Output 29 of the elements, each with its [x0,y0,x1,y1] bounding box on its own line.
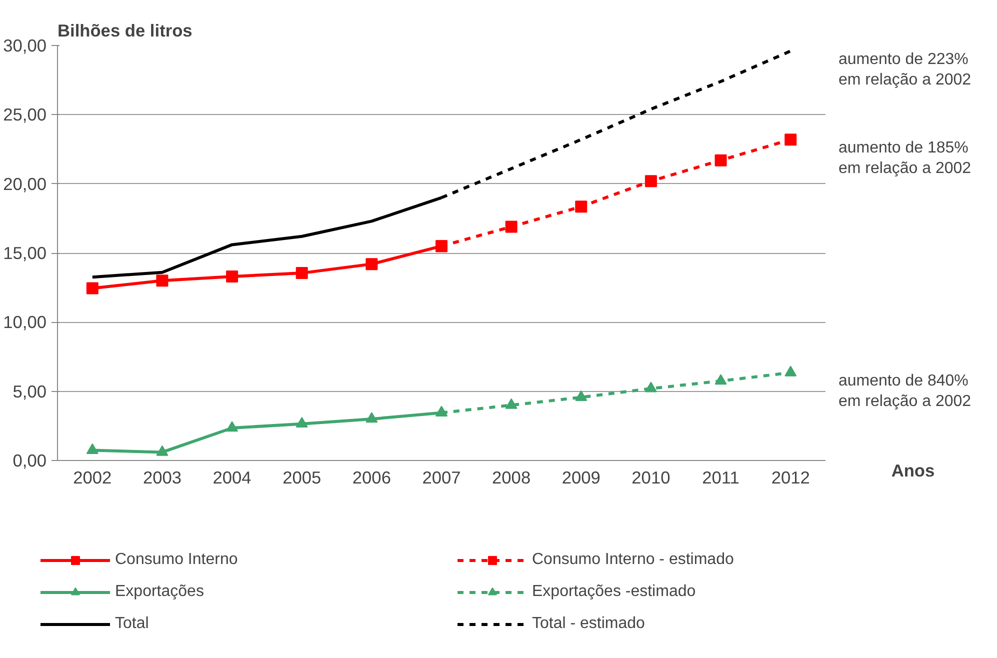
x-tick-label: 2007 [422,468,461,488]
y-tick-label: 15,00 [3,243,47,263]
legend-label: Exportações [115,583,205,601]
x-tick-label: 2004 [212,468,252,488]
legend-label: Consumo Interno - estimado [532,551,735,569]
y-tick-label: 10,00 [3,312,47,332]
x-tick-label: 2006 [352,468,391,488]
legend-label: Consumo Interno [115,551,239,569]
legend-label: Total [115,615,150,633]
x-tick-label: 2012 [771,468,810,488]
x-tick-label: 2002 [73,468,112,488]
annotation: aumento de 840% em relação a 2002 [838,372,972,410]
legend-label: Total - estimado [532,615,646,633]
y-tick-label: 30,00 [3,36,47,56]
x-tick-label: 2009 [562,468,600,488]
x-tick-label: 2003 [142,468,182,488]
y-tick-label: 5,00 [12,381,47,402]
x-tick-label: 2011 [702,468,740,488]
x-axis-title: Anos [891,460,935,480]
x-tick-label: 2010 [632,468,670,488]
y-tick-label: 25,00 [3,104,47,125]
annotation: aumento de 185% em relação a 2002 [838,140,972,177]
x-tick-label: 2005 [282,468,322,488]
annotation: aumento de 223% em relação a 2002 [838,51,972,88]
legend-label: Exportações -estimado [532,583,697,601]
y-tick-label: 0,00 [12,450,47,470]
y-axis-title: Bilhões de litros [58,20,192,40]
y-tick-label: 20,00 [3,174,47,194]
x-tick-label: 2008 [492,468,531,488]
